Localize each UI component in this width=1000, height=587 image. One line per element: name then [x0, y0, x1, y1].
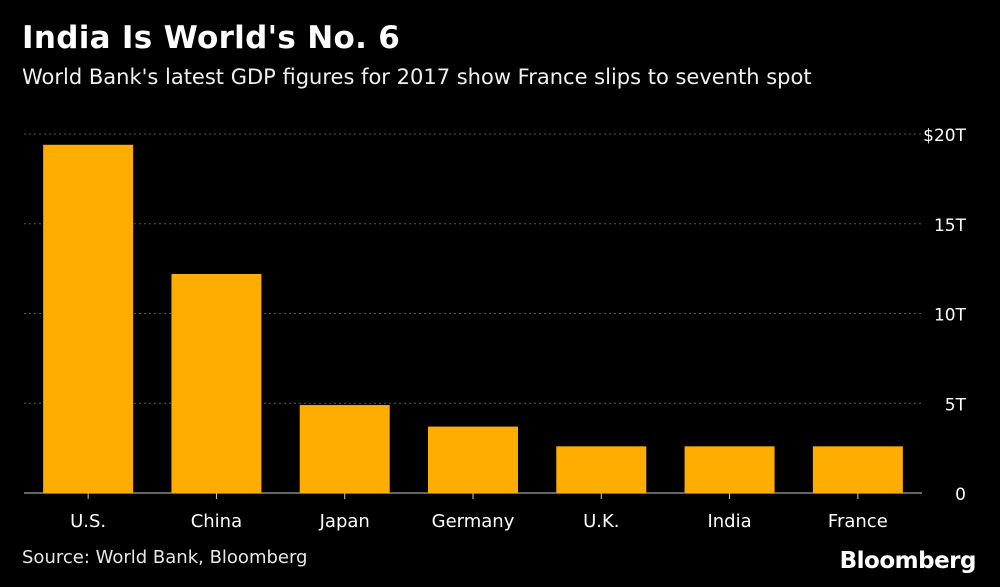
x-tick-label: U.S. — [70, 511, 106, 532]
y-axis-labels: 0 5T 10T 15T $20T — [923, 126, 966, 505]
bar-france — [812, 446, 903, 493]
bars — [43, 144, 903, 493]
bar-india — [684, 446, 775, 493]
bar-japan — [299, 405, 390, 493]
chart-subtitle: World Bank's latest GDP figures for 2017… — [22, 65, 812, 89]
y-tick-label: 5T — [945, 395, 967, 415]
y-tick-label: 0 — [955, 485, 966, 505]
bloomberg-logo: Bloomberg — [839, 548, 977, 574]
y-tick-label: $20T — [923, 126, 966, 146]
x-tick-label: U.K. — [583, 511, 619, 532]
x-tick-label: China — [191, 511, 242, 532]
x-tick-label: France — [828, 511, 888, 532]
bar-u-s — [43, 144, 134, 493]
x-axis-labels: U.S. China Japan Germany U.K. India France — [70, 493, 888, 532]
x-tick-label: India — [707, 511, 751, 532]
chart-title: India Is World's No. 6 — [22, 20, 401, 56]
y-tick-label: 15T — [934, 216, 967, 236]
bar-china — [171, 274, 262, 493]
bar-germany — [428, 426, 518, 493]
source-note: Source: World Bank, Bloomberg — [22, 547, 308, 568]
bar-u-k — [556, 446, 647, 493]
x-tick-label: Japan — [319, 511, 370, 532]
y-tick-label: 10T — [934, 306, 967, 326]
x-tick-label: Germany — [432, 511, 515, 532]
